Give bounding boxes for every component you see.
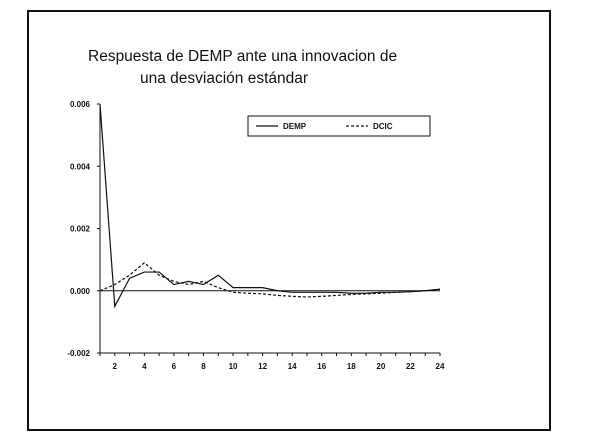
x-tick-label: 4 [142, 362, 147, 371]
legend-label-dcic: DCIC [373, 122, 393, 131]
x-tick-label: 2 [113, 362, 118, 371]
x-tick-label: 14 [288, 362, 297, 371]
y-tick-label: 0.004 [70, 162, 91, 171]
x-tick-label: 24 [436, 362, 445, 371]
x-tick-label: 12 [258, 362, 267, 371]
legend-label-demp: DEMP [283, 122, 307, 131]
y-tick-label: -0.002 [67, 349, 90, 358]
legend-box [247, 115, 431, 137]
chart-frame [27, 10, 551, 431]
chart-title-line-1: Respuesta de DEMP ante una innovacion de [88, 48, 398, 65]
x-tick-label: 8 [201, 362, 206, 371]
series-line-dcic [99, 261, 441, 298]
x-tick-label: 22 [406, 362, 415, 371]
x-tick-label: 18 [347, 362, 356, 371]
x-tick-label: 20 [376, 362, 385, 371]
x-tick-label: 16 [317, 362, 326, 371]
y-tick-label: 0.000 [70, 287, 91, 296]
y-tick-label: 0.006 [70, 100, 91, 109]
chart-title-line-2: una desviación estándar [140, 70, 309, 87]
x-tick-label: 10 [229, 362, 238, 371]
x-tick-label: 6 [172, 362, 177, 371]
series-line-demp [99, 103, 441, 309]
y-tick-label: 0.002 [70, 225, 91, 234]
